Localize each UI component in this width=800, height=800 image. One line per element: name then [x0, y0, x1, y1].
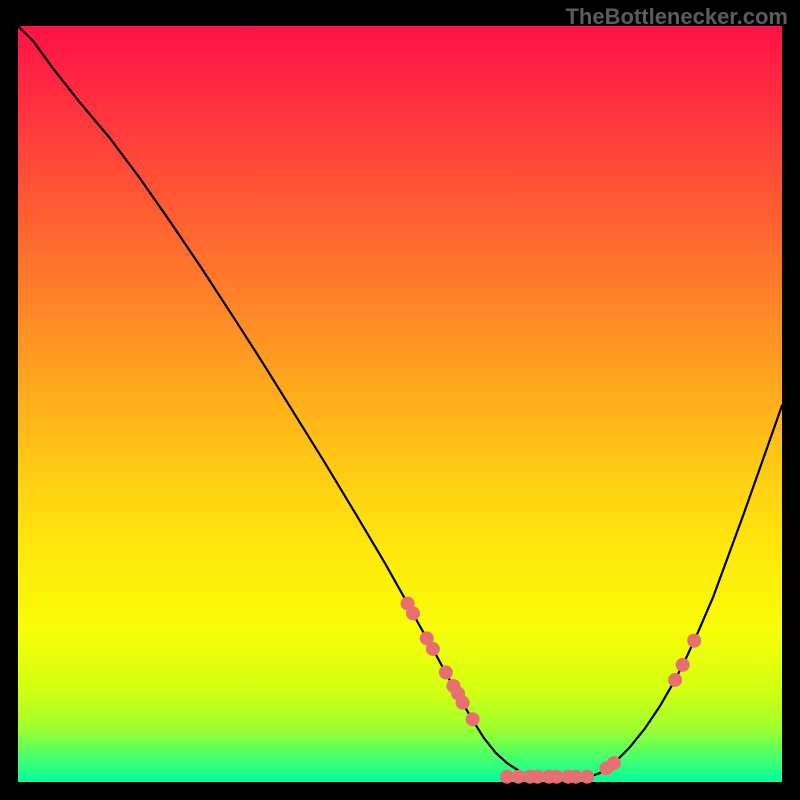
scatter-point — [607, 756, 621, 770]
scatter-point — [676, 658, 690, 672]
scatter-point — [456, 696, 470, 710]
scatter-point — [466, 712, 480, 726]
chart-container: { "watermark": { "text": "TheBottlenecke… — [0, 0, 800, 800]
scatter-point — [580, 770, 594, 784]
scatter-point — [406, 606, 420, 620]
bottleneck-chart — [0, 0, 800, 800]
scatter-point — [668, 673, 682, 687]
scatter-point — [439, 665, 453, 679]
watermark-text: TheBottlenecker.com — [565, 4, 788, 30]
scatter-point — [426, 642, 440, 656]
plot-background — [18, 26, 782, 782]
scatter-point — [687, 634, 701, 648]
